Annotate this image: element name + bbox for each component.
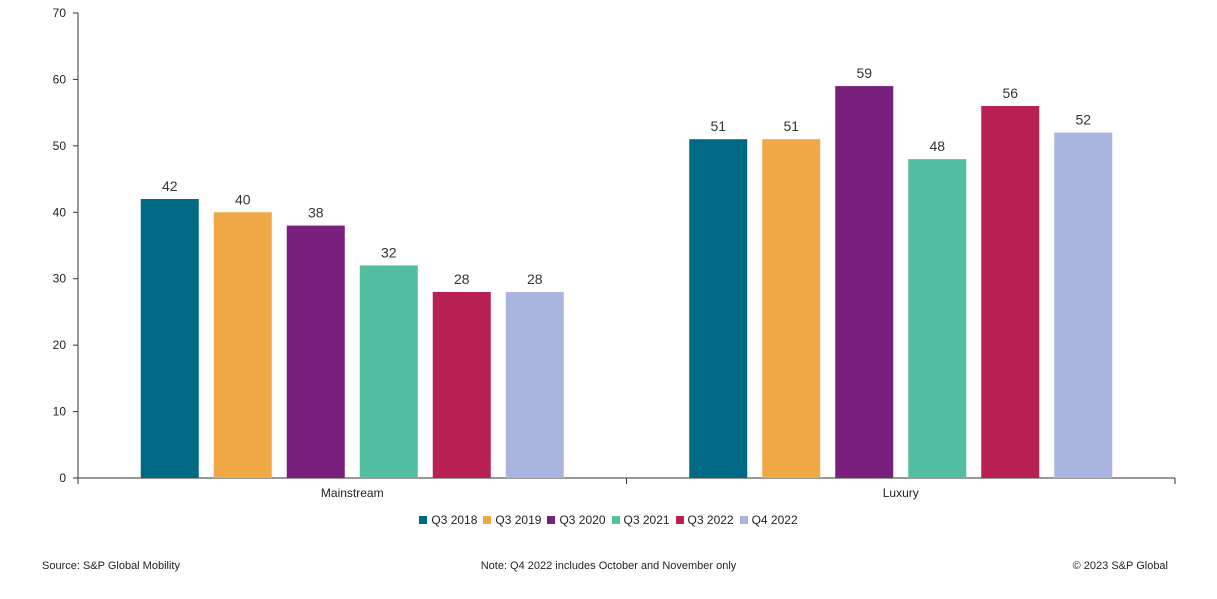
- bar: [1054, 132, 1113, 479]
- bar-value-label: 32: [381, 244, 397, 260]
- legend-swatch: [419, 516, 428, 524]
- x-category-label: Luxury: [883, 486, 919, 500]
- x-axis: Mainstream Luxury: [77, 477, 1176, 500]
- bar-value-label: 51: [783, 118, 799, 134]
- legend-swatch: [483, 516, 492, 524]
- legend-item: Q4 2022: [739, 513, 798, 527]
- bar-value-label: 38: [308, 205, 324, 221]
- legend-label: Q3 2020: [559, 513, 606, 527]
- y-tick-label: 70: [53, 6, 67, 20]
- legend-label: Q3 2018: [431, 513, 478, 527]
- legend-label: Q3 2022: [687, 513, 734, 527]
- bar: [505, 292, 564, 478]
- y-tick-label: 40: [53, 205, 67, 219]
- bar-value-label: 28: [527, 271, 543, 287]
- legend-swatch: [547, 516, 556, 524]
- legend-item: Q3 2021: [611, 513, 670, 527]
- copyright: © 2023 S&P Global: [1072, 560, 1168, 572]
- legend-item: Q3 2018: [419, 513, 477, 527]
- bar: [432, 292, 491, 478]
- bar-value-label: 51: [710, 118, 726, 134]
- y-tick-label: 20: [53, 338, 67, 352]
- y-tick-label: 30: [53, 272, 67, 286]
- legend-item: Q3 2022: [675, 513, 734, 527]
- legend-item: Q3 2020: [547, 513, 606, 527]
- legend-swatch: [675, 516, 684, 524]
- bar-value-label: 40: [235, 191, 251, 207]
- legend-swatch: [739, 516, 748, 524]
- x-category-label: Mainstream: [321, 486, 384, 500]
- bar: [359, 265, 418, 478]
- bar: [286, 225, 345, 478]
- data-labels: 42 40 38 32 28 28 51 51 59 48 56 52: [162, 65, 1091, 287]
- source-note: Source: S&P Global Mobility: [42, 560, 180, 572]
- y-tick-label: 60: [53, 72, 67, 86]
- bars: [140, 86, 1113, 479]
- bar-chart: 0 10 20 30 40 50 60 70 Mainstream Luxury 42 40 38 3…: [53, 6, 1176, 500]
- y-tick-label: 0: [59, 471, 66, 485]
- bar: [140, 199, 199, 478]
- bar-value-label: 56: [1002, 85, 1018, 101]
- bar-value-label: 52: [1075, 112, 1091, 128]
- bar-value-label: 59: [856, 65, 872, 81]
- legend-label: Q3 2019: [495, 513, 542, 527]
- legend-label: Q4 2022: [751, 513, 798, 527]
- bar-value-label: 48: [929, 138, 945, 154]
- legend-label: Q3 2021: [623, 513, 670, 527]
- legend-item: Q3 2019: [483, 513, 541, 527]
- y-tick-label: 50: [53, 139, 67, 153]
- bar-value-label: 42: [162, 178, 178, 194]
- legend-swatch: [611, 516, 620, 524]
- y-tick-label: 10: [53, 405, 67, 419]
- bar: [835, 86, 894, 479]
- bar: [981, 106, 1040, 478]
- bar-value-label: 28: [454, 271, 470, 287]
- bar: [689, 139, 748, 478]
- bar: [213, 212, 272, 479]
- chart-note: Note: Q4 2022 includes October and Novem…: [480, 560, 737, 572]
- y-axis: 0 10 20 30 40 50 60 70: [53, 6, 79, 485]
- bar: [908, 159, 967, 478]
- bar: [762, 139, 821, 478]
- legend: Q3 2018 Q3 2019 Q3 2020 Q3 2021 Q3 2022 Q4 20…: [0, 513, 1217, 527]
